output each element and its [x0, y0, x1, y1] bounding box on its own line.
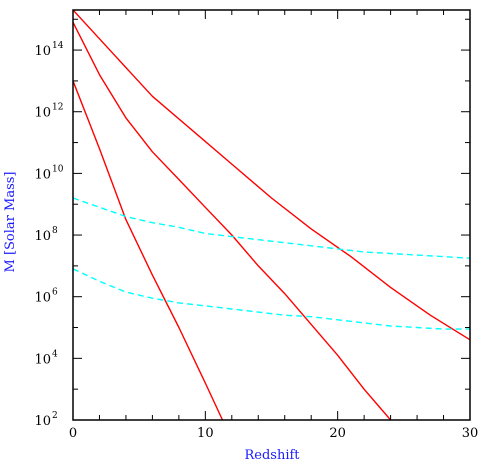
x-tick-label: 20 — [329, 426, 346, 441]
y-tick-label-exponent: 6 — [52, 288, 58, 298]
y-tick-label-base: 10 — [34, 229, 51, 244]
tick-marks-group — [72, 10, 471, 421]
dashed-series-line-4 — [73, 197, 470, 259]
solid-series-line-3 — [73, 10, 470, 341]
y-tick-label-base: 10 — [34, 352, 51, 367]
y-tick-label-base: 10 — [34, 414, 51, 429]
y-tick-label-exponent: 12 — [52, 103, 63, 113]
y-tick-label-base: 10 — [34, 167, 51, 182]
y-tick-label-exponent: 8 — [52, 226, 58, 236]
y-tick-label-base: 10 — [34, 291, 51, 306]
x-axis-title: Redshift — [244, 448, 300, 463]
x-tick-label: 10 — [197, 426, 214, 441]
plot-series-group — [73, 10, 470, 420]
y-tick-label-base: 10 — [34, 44, 51, 59]
plot-frame — [72, 9, 471, 421]
y-tick-label-exponent: 2 — [52, 411, 58, 421]
y-tick-label-exponent: 14 — [52, 41, 64, 51]
x-tick-label: 30 — [462, 426, 479, 441]
y-tick-label-base: 10 — [34, 106, 51, 121]
dashed-series-line-5 — [73, 268, 470, 330]
solid-series-line-2 — [73, 21, 392, 420]
y-tick-label-exponent: 10 — [52, 164, 64, 174]
x-tick-label: 0 — [69, 426, 77, 441]
solid-series-line-1 — [73, 80, 224, 420]
y-axis-title: M [Solar Mass] — [3, 172, 18, 273]
y-tick-label-exponent: 4 — [52, 349, 58, 359]
